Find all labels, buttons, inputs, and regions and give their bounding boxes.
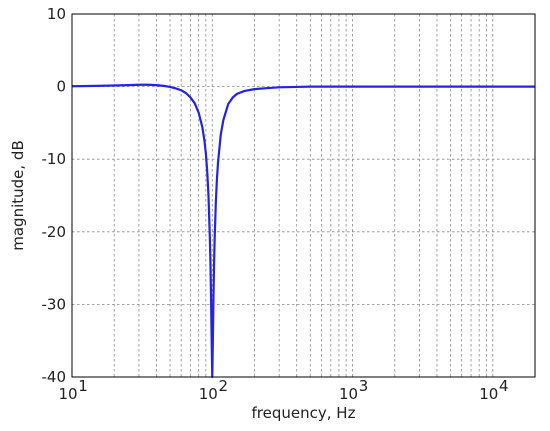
x-axis-label: frequency, Hz xyxy=(252,404,356,422)
y-tick-label: 0 xyxy=(56,78,66,96)
y-axis-label: magnitude, dB xyxy=(9,140,27,251)
y-tick-label: -40 xyxy=(42,368,67,386)
y-tick-label: 10 xyxy=(47,5,66,23)
x-tick-label: 10 xyxy=(58,385,77,403)
x-tick-label: 10 xyxy=(199,385,218,403)
y-tick-label: -20 xyxy=(42,223,67,241)
y-tick-labels: 10 0 -10 -20 -30 -40 xyxy=(42,5,67,386)
plot-frame xyxy=(71,13,536,378)
y-tick-label: -30 xyxy=(42,295,67,313)
x-tick-label: 10 xyxy=(479,385,498,403)
y-tick-label: -10 xyxy=(42,150,67,168)
x-tick-exponent: 2 xyxy=(218,377,228,395)
x-tick-exponent: 3 xyxy=(359,377,369,395)
x-tick-label: 10 xyxy=(339,385,358,403)
series-lines xyxy=(71,83,535,379)
x-tick-exponent: 1 xyxy=(78,377,88,395)
grid-lines xyxy=(72,14,535,377)
magnitude-curve xyxy=(71,83,535,379)
x-tick-exponent: 4 xyxy=(499,377,509,395)
x-tick-labels: 10 1 10 2 10 3 10 4 xyxy=(58,377,508,403)
